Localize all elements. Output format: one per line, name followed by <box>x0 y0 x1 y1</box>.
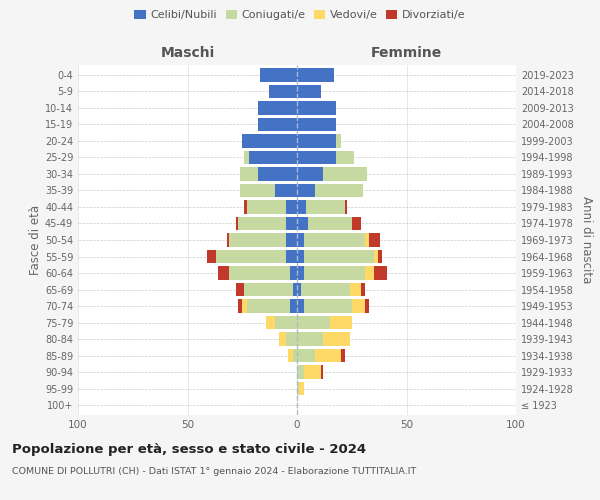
Bar <box>352 300 365 313</box>
Bar <box>242 134 297 147</box>
Bar <box>304 300 352 313</box>
Bar <box>244 283 293 296</box>
Bar <box>299 382 304 396</box>
Bar <box>365 233 369 247</box>
Bar <box>304 266 365 280</box>
Text: COMUNE DI POLLUTRI (CH) - Dati ISTAT 1° gennaio 2024 - Elaborazione TUTTITALIA.I: COMUNE DI POLLUTRI (CH) - Dati ISTAT 1° … <box>12 468 416 476</box>
Text: Popolazione per età, sesso e stato civile - 2024: Popolazione per età, sesso e stato civil… <box>12 442 366 456</box>
Bar <box>337 134 341 147</box>
Bar <box>242 300 247 313</box>
Bar <box>374 266 387 280</box>
Bar <box>297 332 323 346</box>
Bar <box>297 184 314 197</box>
Bar <box>269 84 297 98</box>
Bar <box>247 200 286 214</box>
Bar <box>297 316 330 330</box>
Bar <box>247 300 290 313</box>
Bar <box>286 200 297 214</box>
Bar <box>227 233 229 247</box>
Bar <box>288 349 293 362</box>
Bar <box>297 150 337 164</box>
Bar <box>290 300 297 313</box>
Bar <box>361 283 365 296</box>
Bar <box>275 316 297 330</box>
Bar <box>229 233 286 247</box>
Bar <box>297 233 304 247</box>
Bar <box>323 167 367 180</box>
Bar <box>236 283 244 296</box>
Bar <box>297 101 337 114</box>
Bar <box>207 250 216 264</box>
Bar <box>297 283 301 296</box>
Bar <box>297 84 321 98</box>
Text: Maschi: Maschi <box>160 46 215 60</box>
Bar <box>286 332 297 346</box>
Bar <box>297 200 306 214</box>
Bar <box>374 250 378 264</box>
Bar <box>238 216 286 230</box>
Bar <box>290 266 297 280</box>
Bar <box>257 101 297 114</box>
Legend: Celibi/Nubili, Coniugati/e, Vedovi/e, Divorziati/e: Celibi/Nubili, Coniugati/e, Vedovi/e, Di… <box>130 6 470 25</box>
Bar <box>297 266 304 280</box>
Bar <box>350 283 361 296</box>
Bar <box>308 216 352 230</box>
Bar <box>297 68 334 82</box>
Bar <box>297 167 323 180</box>
Bar <box>297 349 314 362</box>
Bar <box>297 118 337 131</box>
Bar <box>257 118 297 131</box>
Bar <box>341 349 345 362</box>
Bar <box>244 150 249 164</box>
Bar <box>286 233 297 247</box>
Bar <box>330 316 352 330</box>
Bar <box>240 167 257 180</box>
Y-axis label: Anni di nascita: Anni di nascita <box>580 196 593 284</box>
Bar <box>306 200 345 214</box>
Bar <box>297 300 304 313</box>
Bar <box>304 366 321 379</box>
Bar <box>369 233 380 247</box>
Bar <box>314 349 341 362</box>
Bar <box>238 300 242 313</box>
Bar <box>365 300 369 313</box>
Bar <box>293 283 297 296</box>
Bar <box>280 332 286 346</box>
Bar <box>352 216 361 230</box>
Bar <box>304 233 365 247</box>
Bar <box>218 266 229 280</box>
Bar <box>301 283 350 296</box>
Bar <box>260 68 297 82</box>
Bar <box>297 216 308 230</box>
Bar <box>286 216 297 230</box>
Bar <box>297 250 304 264</box>
Bar <box>216 250 286 264</box>
Bar <box>304 250 374 264</box>
Bar <box>286 250 297 264</box>
Bar <box>249 150 297 164</box>
Bar <box>297 366 304 379</box>
Bar <box>244 200 247 214</box>
Bar <box>345 200 347 214</box>
Y-axis label: Fasce di età: Fasce di età <box>29 205 42 275</box>
Bar <box>297 382 299 396</box>
Bar <box>266 316 275 330</box>
Bar <box>275 184 297 197</box>
Text: Femmine: Femmine <box>371 46 442 60</box>
Bar <box>236 216 238 230</box>
Bar <box>229 266 290 280</box>
Bar <box>314 184 363 197</box>
Bar <box>293 349 297 362</box>
Bar <box>323 332 350 346</box>
Bar <box>257 167 297 180</box>
Bar <box>337 150 354 164</box>
Bar <box>378 250 382 264</box>
Bar <box>297 134 337 147</box>
Bar <box>240 184 275 197</box>
Bar <box>365 266 374 280</box>
Bar <box>321 366 323 379</box>
